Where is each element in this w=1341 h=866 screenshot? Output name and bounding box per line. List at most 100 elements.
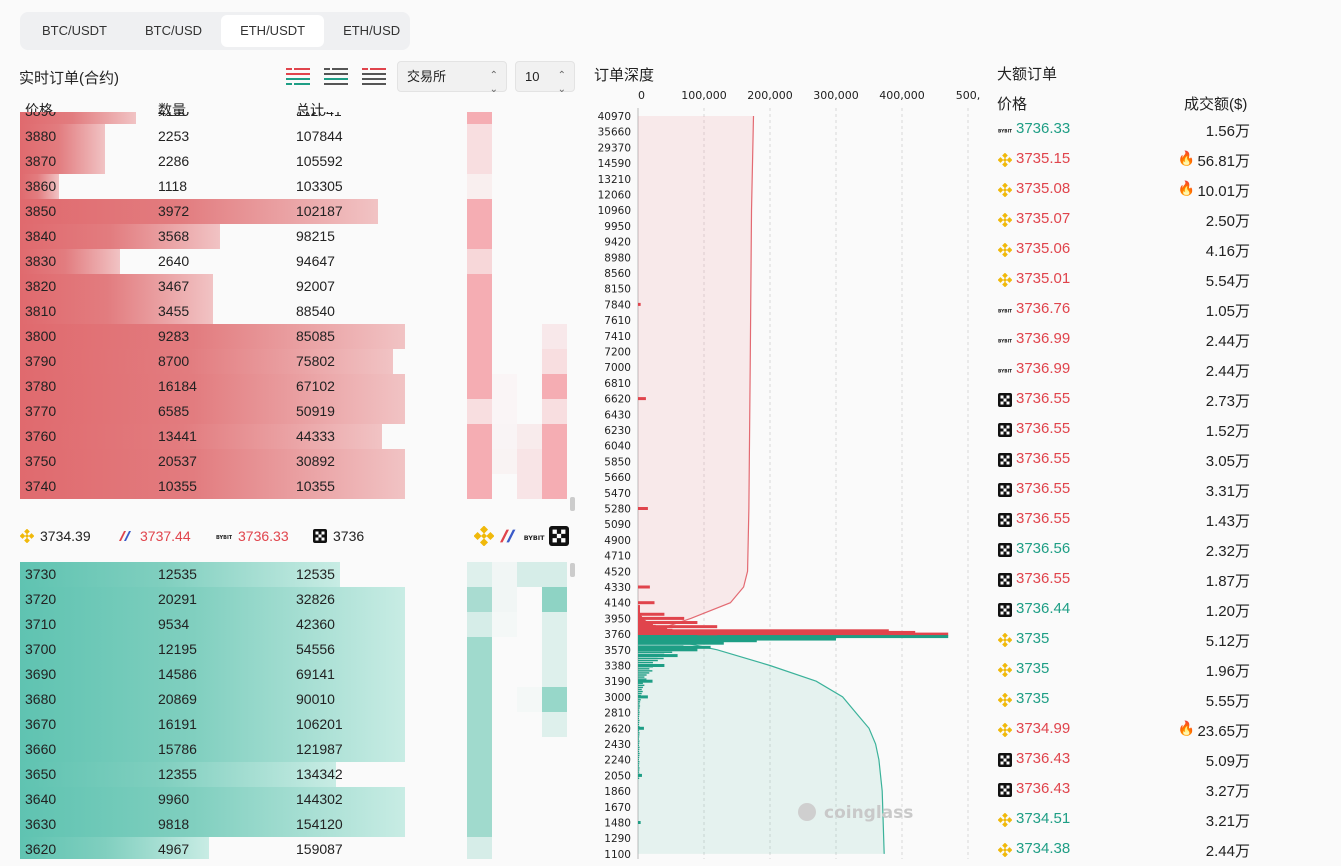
big-order-row[interactable]: 3736.43 3.27万	[996, 776, 1266, 806]
big-order-row[interactable]: 3735.08 🔥 10.01万	[996, 176, 1266, 206]
big-order-row[interactable]: 3736.55 2.73万	[996, 386, 1266, 416]
ask-row[interactable]: 3740 10355 10355	[20, 474, 576, 499]
y-tick-label: 6810	[604, 378, 631, 390]
big-order-row[interactable]: 3735.07 2.50万	[996, 206, 1266, 236]
big-order-row[interactable]: BYBIT 3736.33 1.56万	[996, 116, 1266, 146]
big-order-price: 3736.99	[1016, 330, 1071, 347]
ask-row[interactable]: 3770 6585 50919	[20, 399, 576, 424]
tab-btc-usd[interactable]: BTC/USD	[145, 23, 203, 38]
ask-row[interactable]: 3830 2640 94647	[20, 249, 576, 274]
bid-total: 69141	[296, 666, 335, 682]
big-order-row[interactable]: 3736.56 2.32万	[996, 536, 1266, 566]
big-order-row[interactable]: 3734.51 3.21万	[996, 806, 1266, 836]
tab-eth-usdt[interactable]: ETH/USDT	[221, 15, 325, 47]
bid-row[interactable]: 3640 9960 144302	[20, 787, 576, 812]
view-bids-icon[interactable]	[322, 64, 350, 88]
ask-row[interactable]: 3780 16184 67102	[20, 374, 576, 399]
tab-btc-usdt[interactable]: BTC/USDT	[42, 23, 107, 38]
big-order-row[interactable]: 3735 5.55万	[996, 686, 1266, 716]
bitmex-icon[interactable]	[498, 527, 520, 545]
depth-select[interactable]: 10 ⌃ ⌄	[515, 61, 575, 95]
ask-row[interactable]: 3860 1118 103305	[20, 174, 576, 199]
bids-scrollbar[interactable]	[570, 563, 575, 577]
ask-heat-cell	[542, 399, 567, 424]
asks-scrollbar[interactable]	[570, 497, 575, 511]
big-order-row[interactable]: 3736.44 1.20万	[996, 596, 1266, 626]
big-order-row[interactable]: 3735 5.12万	[996, 626, 1266, 656]
big-order-row[interactable]: 3736.43 5.09万	[996, 746, 1266, 776]
tab-eth-usd[interactable]: ETH/USD	[343, 23, 401, 38]
ask-row[interactable]: 3820 3467 92007	[20, 274, 576, 299]
ask-price: 3750	[25, 453, 57, 469]
bid-row[interactable]: 3730 12535 12535	[20, 562, 576, 587]
bid-total: 32826	[296, 591, 335, 607]
coinglass-logo-icon	[798, 803, 816, 821]
bid-depth-bar	[20, 587, 405, 612]
y-tick-label: 2050	[604, 770, 631, 782]
asks-level-bar	[638, 616, 685, 620]
ask-heat-cell	[467, 424, 492, 449]
bitmex-icon	[119, 531, 131, 541]
bids-level-bar	[638, 748, 640, 751]
big-order-row[interactable]: 3735.01 5.54万	[996, 266, 1266, 296]
asks-level-bar	[638, 601, 655, 605]
ask-row[interactable]: 3890 4196 112041	[20, 112, 576, 124]
bids-level-bar	[638, 746, 640, 749]
big-order-row[interactable]: 3735.06 4.16万	[996, 236, 1266, 266]
okx-icon[interactable]	[549, 526, 569, 546]
binance-icon[interactable]	[474, 526, 494, 546]
depth-chart-svg: 0 100,000 200,000 300,000 400,000 500, 40970 35…	[598, 89, 981, 861]
big-order-row[interactable]: BYBIT 3736.99 2.44万	[996, 356, 1266, 386]
ask-total: 88540	[296, 303, 335, 319]
bid-row[interactable]: 3700 12195 54556	[20, 637, 576, 662]
svg-text:BYBIT: BYBIT	[998, 339, 1012, 345]
ask-row[interactable]: 3870 2286 105592	[20, 149, 576, 174]
bids-level-bar	[638, 690, 643, 693]
big-order-row[interactable]: 3736.55 3.31万	[996, 476, 1266, 506]
big-order-row[interactable]: BYBIT 3736.76 1.05万	[996, 296, 1266, 326]
ask-price: 3860	[25, 178, 57, 194]
bid-row[interactable]: 3650 12355 134342	[20, 762, 576, 787]
bid-row[interactable]: 3710 9534 42360	[20, 612, 576, 637]
bid-row[interactable]: 3720 20291 32826	[20, 587, 576, 612]
ask-row[interactable]: 3750 20537 30892	[20, 449, 576, 474]
bid-heat-cell	[517, 562, 542, 587]
bid-row[interactable]: 3620 4967 159087	[20, 837, 576, 859]
ask-row[interactable]: 3800 9283 85085	[20, 324, 576, 349]
big-order-row[interactable]: 3736.55 1.43万	[996, 506, 1266, 536]
asks-level-bar	[638, 620, 648, 623]
bid-row[interactable]: 3660 15786 121987	[20, 737, 576, 762]
exchange-select[interactable]: 交易所 ⌃ ⌄	[397, 61, 507, 95]
bids-level-bar	[638, 670, 653, 672]
big-order-row[interactable]: 3736.55 1.87万	[996, 566, 1266, 596]
bid-row[interactable]: 3630 9818 154120	[20, 812, 576, 837]
ask-row[interactable]: 3790 8700 75802	[20, 349, 576, 374]
big-order-row[interactable]: 3736.55 1.52万	[996, 416, 1266, 446]
ask-qty: 16184	[158, 378, 197, 394]
ask-row[interactable]: 3760 13441 44333	[20, 424, 576, 449]
bids-level-bar	[638, 654, 678, 658]
big-order-row[interactable]: BYBIT 3736.99 2.44万	[996, 326, 1266, 356]
big-order-row[interactable]: 3734.99 🔥 23.65万	[996, 716, 1266, 746]
big-order-row[interactable]: 3736.55 3.05万	[996, 446, 1266, 476]
big-order-row[interactable]: 3734.38 2.44万	[996, 836, 1266, 866]
y-tick-label: 4710	[604, 551, 631, 563]
bybit-icon[interactable]: BYBIT	[523, 527, 545, 545]
bid-row[interactable]: 3690 14586 69141	[20, 662, 576, 687]
bids-level-bar	[638, 769, 640, 771]
ask-row[interactable]: 3850 3972 102187	[20, 199, 576, 224]
bid-row[interactable]: 3670 16191 106201	[20, 712, 576, 737]
view-asks-icon[interactable]	[360, 64, 388, 88]
bids-level-bar	[638, 639, 757, 643]
ask-row[interactable]: 3840 3568 98215	[20, 224, 576, 249]
big-order-row[interactable]: 3735 1.96万	[996, 656, 1266, 686]
fire-icon: 🔥	[1177, 720, 1195, 736]
big-order-price: 3736.43	[1016, 780, 1071, 797]
ask-row[interactable]: 3880 2253 107844	[20, 124, 576, 149]
y-tick-label: 4140	[604, 598, 631, 610]
ask-row[interactable]: 3810 3455 88540	[20, 299, 576, 324]
big-order-row[interactable]: 3735.15 🔥 56.81万	[996, 146, 1266, 176]
big-order-amount: 1.52万	[1205, 423, 1250, 440]
view-both-icon[interactable]	[284, 64, 312, 88]
bid-row[interactable]: 3680 20869 90010	[20, 687, 576, 712]
